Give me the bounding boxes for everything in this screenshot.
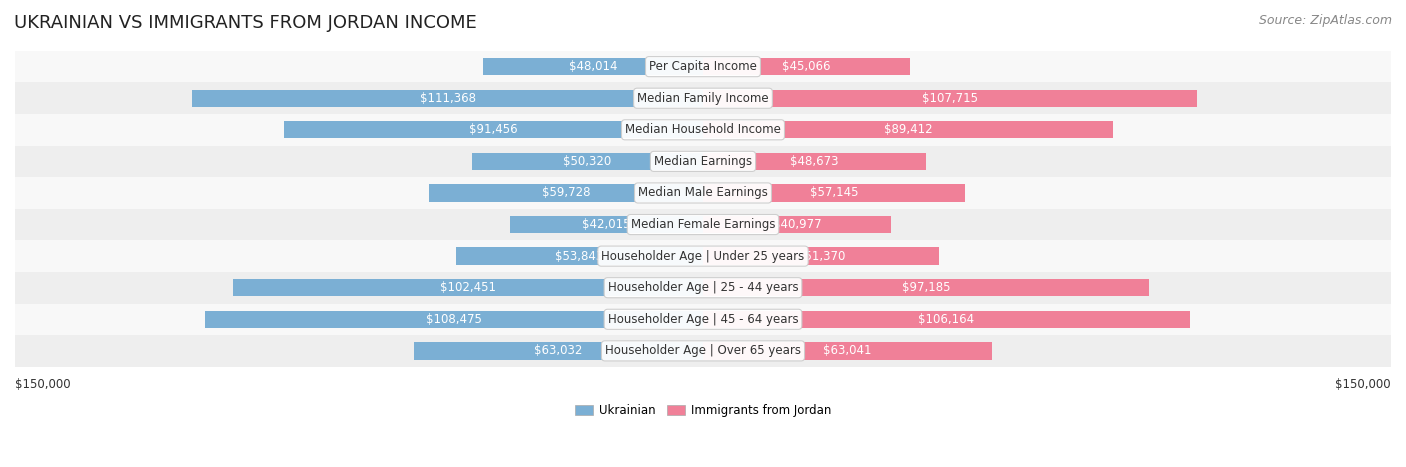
Bar	[15, 177, 1391, 209]
Bar	[510, 216, 703, 233]
Text: $63,032: $63,032	[534, 344, 582, 357]
Bar	[233, 279, 703, 297]
Bar	[456, 248, 703, 265]
Text: $106,164: $106,164	[918, 313, 974, 326]
Text: $53,843: $53,843	[555, 250, 603, 262]
Text: Householder Age | 25 - 44 years: Householder Age | 25 - 44 years	[607, 281, 799, 294]
Text: $108,475: $108,475	[426, 313, 482, 326]
Text: Householder Age | 45 - 64 years: Householder Age | 45 - 64 years	[607, 313, 799, 326]
Bar	[15, 146, 1391, 177]
Bar	[413, 342, 703, 360]
Text: $48,014: $48,014	[568, 60, 617, 73]
Text: $50,320: $50,320	[564, 155, 612, 168]
Text: Householder Age | Over 65 years: Householder Age | Over 65 years	[605, 344, 801, 357]
Text: Median Family Income: Median Family Income	[637, 92, 769, 105]
Bar	[703, 216, 891, 233]
Text: Median Female Earnings: Median Female Earnings	[631, 218, 775, 231]
Bar	[703, 58, 910, 75]
Text: $40,977: $40,977	[773, 218, 821, 231]
Text: Median Household Income: Median Household Income	[626, 123, 780, 136]
Bar	[15, 83, 1391, 114]
Bar	[284, 121, 703, 139]
Bar	[15, 272, 1391, 304]
Text: $102,451: $102,451	[440, 281, 496, 294]
Bar	[703, 248, 939, 265]
Bar	[703, 184, 965, 202]
Text: Source: ZipAtlas.com: Source: ZipAtlas.com	[1258, 14, 1392, 27]
Bar	[15, 114, 1391, 146]
Bar	[482, 58, 703, 75]
Text: $89,412: $89,412	[884, 123, 932, 136]
Bar	[15, 304, 1391, 335]
Text: $45,066: $45,066	[782, 60, 831, 73]
Text: $63,041: $63,041	[824, 344, 872, 357]
Text: UKRAINIAN VS IMMIGRANTS FROM JORDAN INCOME: UKRAINIAN VS IMMIGRANTS FROM JORDAN INCO…	[14, 14, 477, 32]
Text: $42,015: $42,015	[582, 218, 631, 231]
Bar	[703, 279, 1149, 297]
Bar	[703, 121, 1114, 139]
Text: $57,145: $57,145	[810, 186, 858, 199]
Text: Householder Age | Under 25 years: Householder Age | Under 25 years	[602, 250, 804, 262]
Legend: Ukrainian, Immigrants from Jordan: Ukrainian, Immigrants from Jordan	[571, 399, 835, 422]
Text: $107,715: $107,715	[922, 92, 979, 105]
Text: Median Earnings: Median Earnings	[654, 155, 752, 168]
Text: $97,185: $97,185	[901, 281, 950, 294]
Bar	[703, 342, 993, 360]
Bar	[15, 241, 1391, 272]
Text: $48,673: $48,673	[790, 155, 839, 168]
Bar	[703, 90, 1197, 107]
Bar	[15, 335, 1391, 367]
Text: $150,000: $150,000	[1336, 378, 1391, 391]
Bar	[703, 153, 927, 170]
Text: $91,456: $91,456	[470, 123, 517, 136]
Bar	[703, 311, 1189, 328]
Text: $59,728: $59,728	[541, 186, 591, 199]
Text: $150,000: $150,000	[15, 378, 70, 391]
Bar	[472, 153, 703, 170]
Text: $111,368: $111,368	[419, 92, 475, 105]
Bar	[15, 209, 1391, 241]
Text: Median Male Earnings: Median Male Earnings	[638, 186, 768, 199]
Text: $51,370: $51,370	[797, 250, 845, 262]
Bar	[15, 51, 1391, 83]
Bar	[205, 311, 703, 328]
Bar	[193, 90, 703, 107]
Text: Per Capita Income: Per Capita Income	[650, 60, 756, 73]
Bar	[429, 184, 703, 202]
